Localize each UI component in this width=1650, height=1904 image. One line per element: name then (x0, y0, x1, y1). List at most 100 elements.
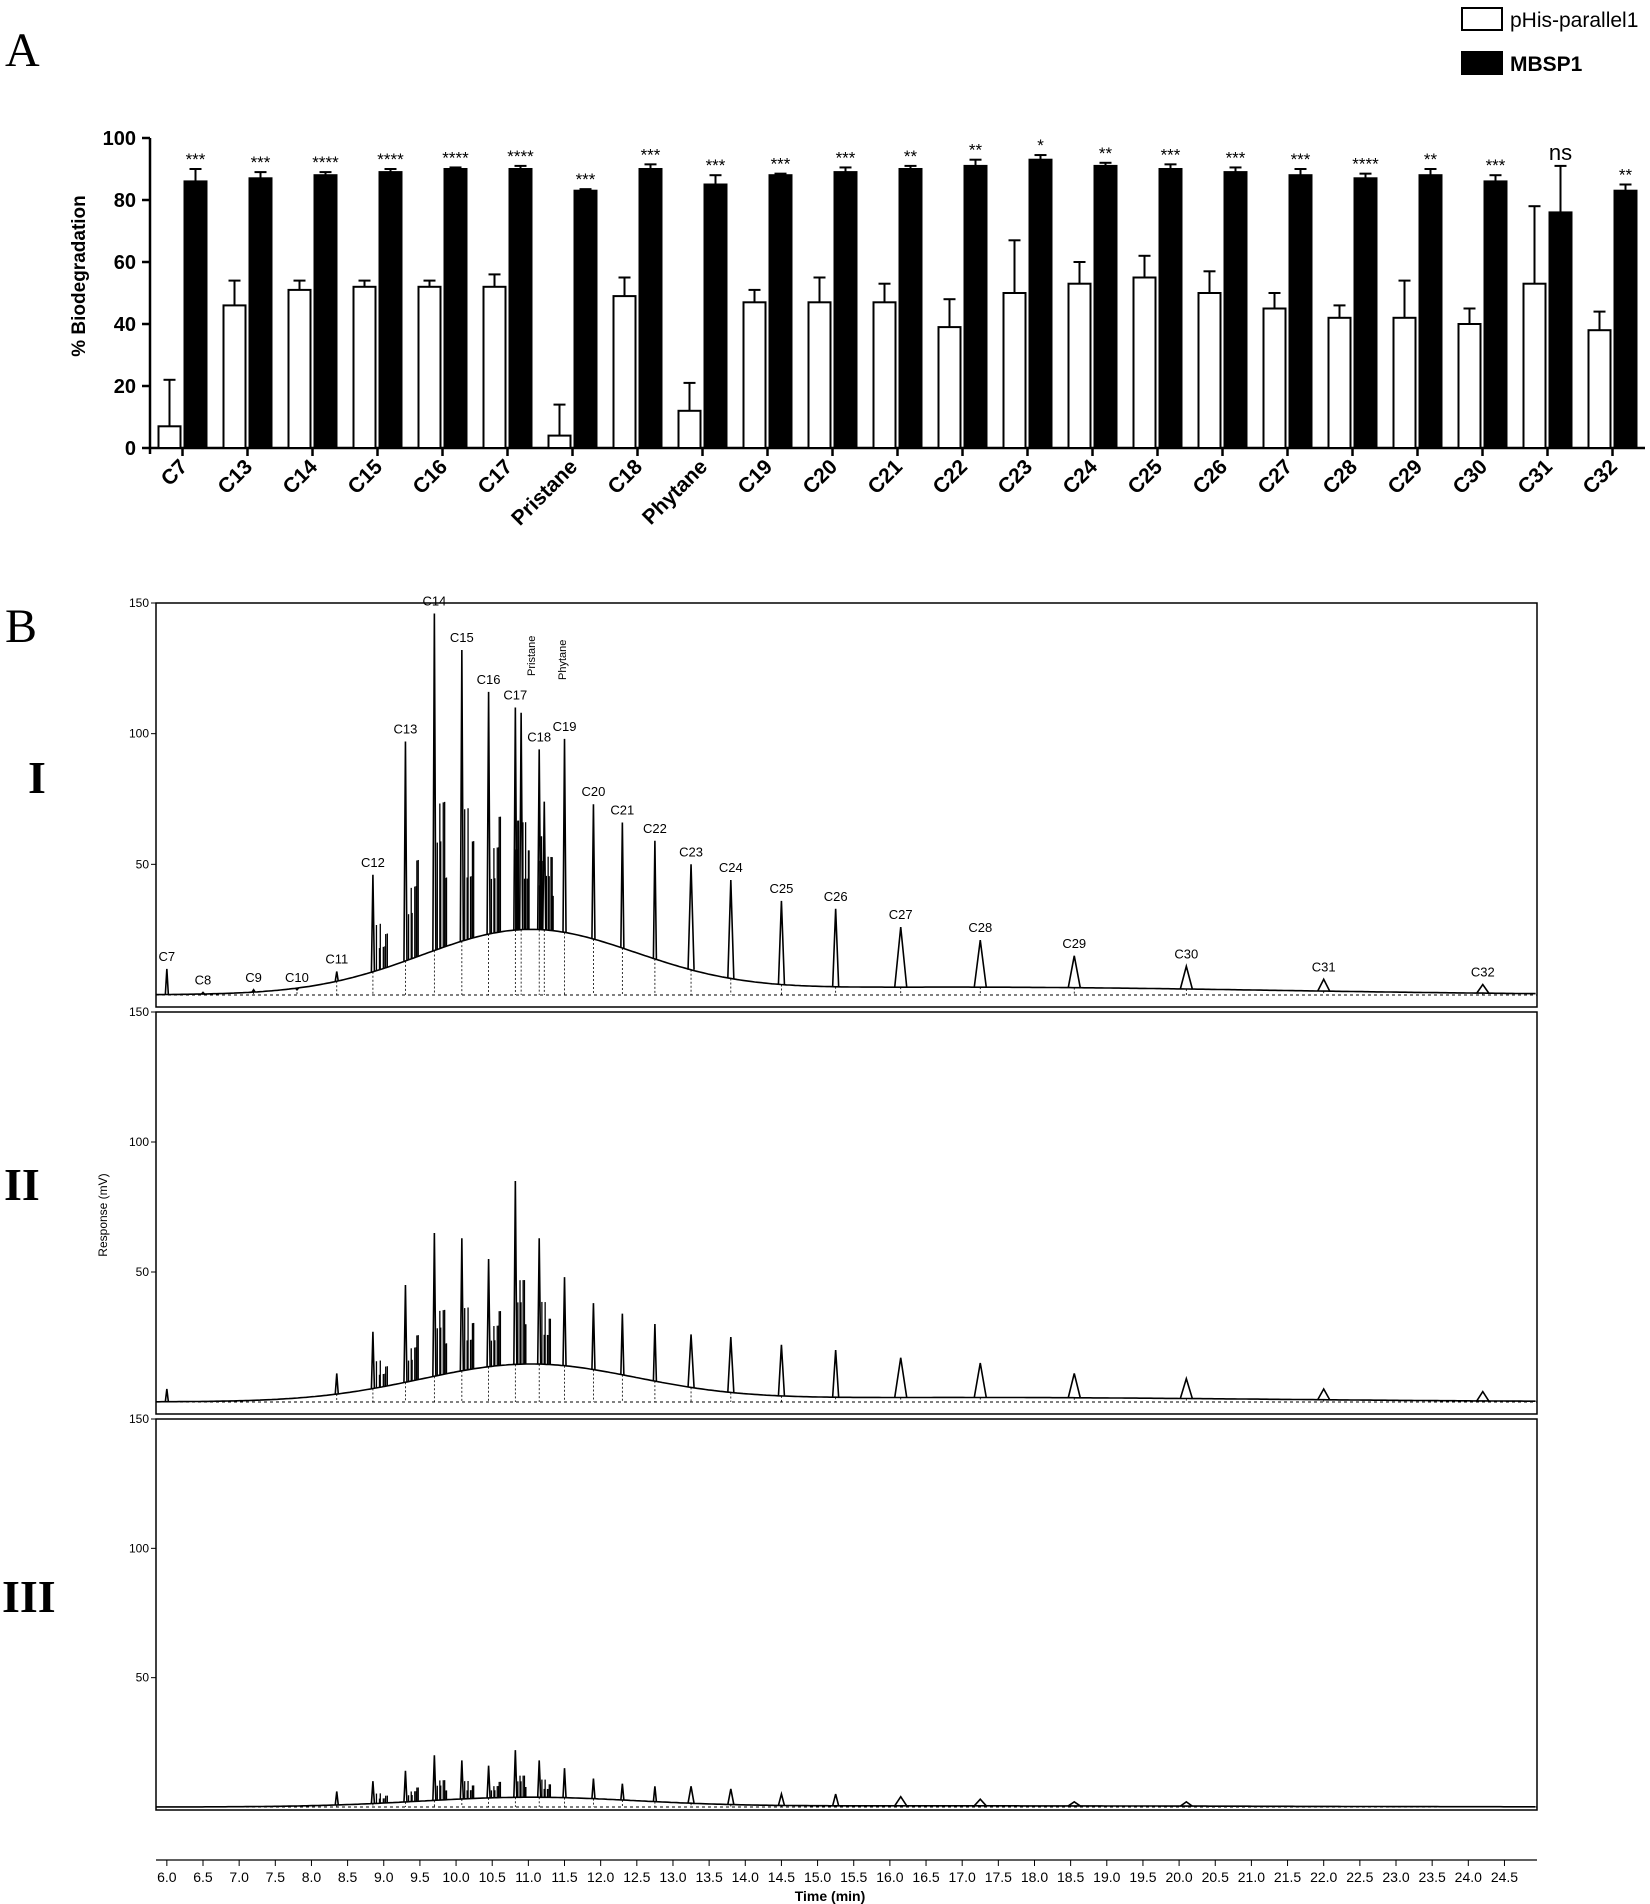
chrom-x-tick-label: 23.0 (1382, 1869, 1409, 1885)
bar (742, 301, 767, 449)
bar (222, 304, 247, 449)
chrom-x-tick-label: 15.0 (804, 1869, 831, 1885)
chromatogram-peak (893, 1357, 908, 1398)
bar (1353, 177, 1378, 450)
chromatogram-peak (334, 1791, 340, 1806)
chrom-x-tick-label: 10.0 (442, 1869, 469, 1885)
peak-label: C19 (553, 719, 577, 734)
chromatogram-peak (536, 1238, 542, 1365)
significance-label: **** (377, 150, 404, 169)
chromatogram-peak (459, 650, 465, 942)
chrom-x-tick-label: 14.5 (768, 1869, 795, 1885)
chrom-x-tick-label: 8.0 (302, 1869, 322, 1885)
bar (1158, 168, 1183, 449)
chromatogram-peak (1067, 1800, 1081, 1807)
chrom-x-tick-label: 18.5 (1057, 1869, 1084, 1885)
bar-y-axis-label: % Biodegradation (69, 195, 90, 357)
significance-label: ** (969, 141, 983, 160)
significance-label: ** (904, 147, 918, 166)
chromatogram-peak (652, 840, 658, 959)
chromatogram-peak (831, 1793, 840, 1806)
chrom-y-tick-label: 50 (136, 1671, 150, 1685)
bar (157, 425, 182, 449)
chromatogram-peak (652, 1323, 658, 1382)
significance-label: **** (507, 147, 534, 166)
chrom-x-tick-label: 22.5 (1346, 1869, 1373, 1885)
chromatogram-frame (155, 602, 1538, 1008)
chrom-y-tick-label: 150 (129, 1412, 149, 1426)
peak-label: C31 (1312, 959, 1336, 974)
bar (1522, 282, 1547, 450)
bar (508, 168, 533, 449)
chromatogram-trace (156, 1796, 1536, 1808)
chromatogram-peak (164, 1388, 170, 1402)
chromatogram-peak (562, 738, 567, 933)
chromatogram-peak (513, 1750, 518, 1798)
chrom-x-tick-label: 6.5 (193, 1869, 213, 1885)
panel-b-letter: B (5, 600, 37, 653)
chromatogram-peak (1067, 1373, 1082, 1398)
peak-label: C20 (582, 784, 606, 799)
bar (1587, 329, 1612, 450)
significance-label: *** (641, 145, 661, 164)
peak-label: C13 (394, 722, 418, 737)
chrom-x-tick-label: 20.5 (1202, 1869, 1229, 1885)
chromatogram-peak (727, 1788, 735, 1805)
bar (833, 171, 858, 449)
bar-x-tick-label: C24 (1059, 455, 1103, 499)
chromatogram-peak (893, 926, 908, 988)
peak-label: C9 (245, 970, 262, 985)
bar (1457, 323, 1482, 449)
chromatogram-peak (620, 1783, 625, 1801)
chrom-x-axis-label: Time (min) (795, 1888, 866, 1904)
subpanel-label-iii: III (2, 1571, 56, 1622)
significance-label: ** (1099, 144, 1113, 163)
significance-label: *** (186, 150, 206, 169)
chromatogram-peak (591, 1303, 596, 1370)
significance-label: ns (1549, 140, 1572, 165)
subpanel-label-ii: II (4, 1159, 40, 1210)
bar-y-tick-label: 100 (103, 128, 136, 150)
bar-x-tick-label: C17 (474, 455, 518, 499)
chrom-x-tick-label: 18.0 (1021, 1869, 1048, 1885)
chromatogram-peak (727, 1336, 735, 1393)
chromatogram-peak (973, 940, 988, 988)
bar-y-tick-label: 20 (114, 376, 136, 398)
peak-label: C15 (450, 630, 474, 645)
chromatogram-peak (777, 900, 786, 985)
significance-label: *** (771, 155, 791, 174)
chrom-x-tick-label: 7.5 (266, 1869, 286, 1885)
bar (573, 189, 598, 449)
chrom-x-tick-label: 24.5 (1491, 1869, 1518, 1885)
chromatogram-peak (513, 1180, 518, 1365)
chromatogram-peak (334, 971, 340, 982)
chromatogram-peak (1317, 1387, 1331, 1401)
chrom-x-tick-label: 7.0 (229, 1869, 249, 1885)
chrom-x-tick-label: 20.0 (1165, 1869, 1192, 1885)
significance-label: *** (706, 156, 726, 175)
peak-label: Phytane (557, 640, 569, 680)
peak-label: C25 (769, 881, 793, 896)
chromatogram-frame (155, 1011, 1538, 1415)
bar (898, 168, 923, 449)
bar-x-tick-label: C19 (734, 455, 778, 499)
peak-label: C16 (477, 672, 501, 687)
chrom-y-tick-label: 100 (129, 1135, 149, 1149)
chromatogram-peak (486, 1765, 491, 1798)
chromatogram-peak (370, 1781, 376, 1804)
bar-y-tick-label: 60 (114, 252, 136, 274)
chromatogram-peak (973, 1798, 987, 1807)
peak-label: C27 (889, 907, 913, 922)
chromatogram-peak (652, 1786, 658, 1802)
significance-label: **** (442, 148, 469, 167)
bar-x-tick-label: Pristane (507, 455, 582, 530)
chromatogram-peak (591, 1778, 596, 1799)
bar (872, 301, 897, 449)
bar (1093, 164, 1118, 449)
bar (1613, 189, 1638, 449)
chrom-x-tick-label: 12.0 (587, 1869, 614, 1885)
significance-label: ** (1619, 166, 1633, 185)
chromatogram-frame (155, 1418, 1538, 1811)
chrom-x-tick-label: 12.5 (623, 1869, 650, 1885)
